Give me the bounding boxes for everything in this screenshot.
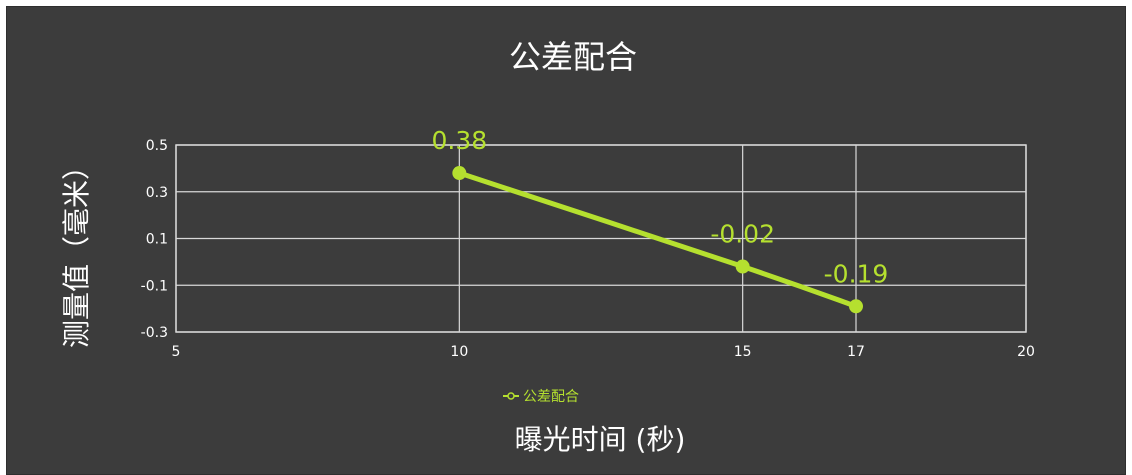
y-tick-label: 0.5: [146, 138, 168, 154]
y-axis-title: 测量值（毫米）: [60, 152, 93, 348]
legend-label: 公差配合: [523, 389, 579, 405]
series-layer: [452, 166, 863, 313]
series-line: [459, 173, 856, 306]
y-tick-label: 0.3: [146, 185, 168, 201]
x-tick-label: 20: [1017, 344, 1035, 360]
data-label: -0.19: [824, 259, 889, 288]
x-tick-label: 10: [450, 344, 468, 360]
x-tick-label: 17: [847, 344, 865, 360]
data-point[interactable]: [736, 260, 750, 274]
chart-title: 公差配合: [509, 38, 637, 76]
data-point[interactable]: [849, 299, 863, 313]
legend[interactable]: 公差配合: [503, 389, 579, 405]
y-tick-label: 0.1: [146, 232, 168, 248]
data-point[interactable]: [452, 166, 466, 180]
grid: [176, 145, 1026, 332]
data-labels: 0.38 -0.02 -0.19: [431, 126, 888, 288]
data-label: 0.38: [431, 126, 487, 155]
tick-labels: 0.5 0.3 0.1 -0.1 -0.35 10 15 17 20: [141, 138, 1035, 360]
x-axis-title: 曝光时间 (秒): [515, 423, 686, 456]
data-label: -0.02: [710, 220, 775, 249]
x-tick-label: 15: [734, 344, 752, 360]
x-tick-label: 5: [172, 344, 181, 360]
legend-marker-icon: [508, 393, 514, 399]
y-tick-label: -0.1: [141, 278, 168, 294]
y-tick-label: -0.3: [141, 325, 168, 341]
